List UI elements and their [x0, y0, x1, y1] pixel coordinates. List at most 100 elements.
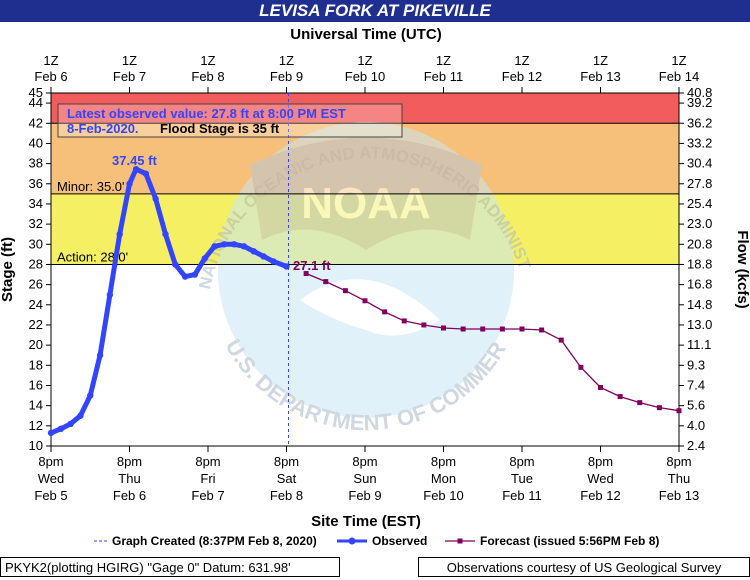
observed-point: [270, 258, 277, 265]
bottom-tick-time: 8pm: [117, 454, 142, 469]
forecast-point: [656, 405, 662, 411]
action-stage-label: Action: 28.0': [57, 249, 128, 264]
left-tick-label: 32: [29, 216, 43, 231]
top-tick-date: Feb 9: [270, 69, 303, 84]
forecast-point: [382, 309, 388, 315]
left-tick-label: 24: [29, 297, 43, 312]
bottom-tick-time: 8pm: [274, 454, 299, 469]
forecast-point: [499, 326, 505, 332]
right-axis-title: Flow (kcfs): [734, 230, 750, 308]
datum-footer: PKYK2(plotting HGIRG) "Gage 0" Datum: 63…: [0, 557, 340, 577]
right-tick-label: 5.6: [687, 398, 705, 413]
top-tick-time: 1Z: [43, 53, 58, 68]
top-tick-date: Feb 11: [424, 69, 464, 84]
observed-point: [230, 241, 238, 248]
right-tick-label: 11.1: [687, 337, 711, 352]
right-tick-label: 9.3: [687, 357, 705, 372]
forecast-point: [362, 298, 368, 304]
observed-point: [191, 271, 199, 278]
forecast-start-label: 27.1 ft: [293, 258, 331, 273]
bottom-tick-day: Wed: [38, 471, 65, 486]
left-tick-label: 40: [29, 135, 43, 150]
bottom-tick-day: Tue: [511, 471, 533, 486]
forecast-point: [617, 394, 623, 400]
right-tick-label: 30.4: [687, 156, 712, 171]
right-tick-label: 4.0: [687, 418, 705, 433]
forecast-point: [323, 279, 329, 285]
observed-point: [67, 420, 74, 428]
left-tick-label: 22: [29, 317, 43, 332]
right-tick-label: 18.8: [687, 256, 712, 271]
observed-point: [181, 273, 189, 280]
top-tick-date: Feb 7: [113, 69, 146, 84]
right-tick-label: 40.8: [687, 85, 712, 100]
observed-point: [126, 180, 133, 187]
top-tick-time: 1Z: [593, 53, 608, 68]
bottom-tick-time: 8pm: [509, 454, 534, 469]
observed-point: [106, 291, 114, 298]
left-tick-label: 14: [29, 398, 43, 413]
top-tick-date: Feb 10: [345, 69, 385, 84]
right-tick-label: 13.0: [687, 317, 712, 332]
right-tick-label: 25.4: [687, 196, 712, 211]
legend-forecast-marker: [457, 538, 463, 544]
left-axis-title: Stage (ft): [0, 237, 16, 302]
credit-footer: Observations courtesy of US Geological S…: [418, 557, 750, 577]
top-tick-time: 1Z: [122, 53, 137, 68]
bottom-tick-time: 8pm: [431, 454, 456, 469]
observed-point: [116, 231, 123, 238]
bottom-tick-date: Feb 9: [348, 488, 381, 503]
forecast-point: [460, 326, 466, 332]
forecast-series-line: [305, 272, 680, 412]
flood-stage-note: Flood Stage is 35 ft: [160, 121, 280, 136]
minor-stage-label: Minor: 35.0': [57, 179, 125, 194]
left-tick-label: 30: [29, 236, 43, 251]
left-tick-label: 38: [29, 156, 43, 171]
forecast-point: [421, 322, 427, 328]
bottom-tick-time: 8pm: [195, 454, 220, 469]
observed-point: [240, 243, 248, 250]
top-tick-date: Feb 6: [34, 69, 67, 84]
forecast-point: [676, 408, 682, 414]
right-tick-label: 36.2: [687, 115, 712, 130]
observed-point: [283, 263, 290, 270]
legend-created-label: Graph Created (8:37PM Feb 8, 2020): [112, 534, 317, 548]
forecast-point: [598, 385, 603, 391]
observed-point: [152, 195, 159, 203]
bottom-tick-date: Feb 12: [580, 488, 620, 503]
bottom-tick-date: Feb 7: [191, 488, 224, 503]
observed-point: [57, 425, 65, 433]
forecast-point: [441, 325, 446, 331]
bottom-tick-day: Sat: [277, 471, 297, 486]
observed-point: [250, 248, 257, 255]
chart-title: LEVISA FORK AT PIKEVILLE: [0, 0, 750, 22]
bottom-tick-date: Feb 10: [423, 488, 463, 503]
top-tick-date: Feb 14: [659, 69, 699, 84]
observed-point: [47, 429, 55, 437]
top-tick-time: 1Z: [514, 53, 529, 68]
left-tick-label: 45: [29, 85, 43, 100]
left-tick-label: 10: [29, 438, 43, 453]
noaa-center-text: NOAA: [301, 179, 431, 228]
left-tick-label: 16: [29, 377, 43, 392]
major-flood-band: [51, 93, 679, 124]
left-tick-label: 34: [29, 196, 43, 211]
top-tick-time: 1Z: [357, 53, 372, 68]
right-tick-label: 7.4: [687, 377, 705, 392]
right-tick-label: 16.8: [687, 277, 712, 292]
right-tick-label: 23.0: [687, 216, 712, 231]
observed-point: [221, 241, 228, 248]
forecast-point: [519, 326, 525, 332]
top-tick-date: Feb 12: [502, 69, 542, 84]
observed-point: [87, 392, 94, 399]
observed-point: [211, 243, 218, 250]
observed-point: [260, 253, 267, 260]
left-tick-label: 36: [29, 176, 43, 191]
top-tick-time: 1Z: [436, 53, 451, 68]
bottom-tick-day: Thu: [118, 471, 140, 486]
observed-point: [201, 255, 208, 262]
forecast-point: [401, 318, 407, 324]
bottom-axis-title: Site Time (EST): [311, 513, 421, 530]
observed-point: [172, 261, 179, 268]
latest-observation-line1: Latest observed value: 27.8 ft at 8:00 P…: [67, 106, 346, 121]
